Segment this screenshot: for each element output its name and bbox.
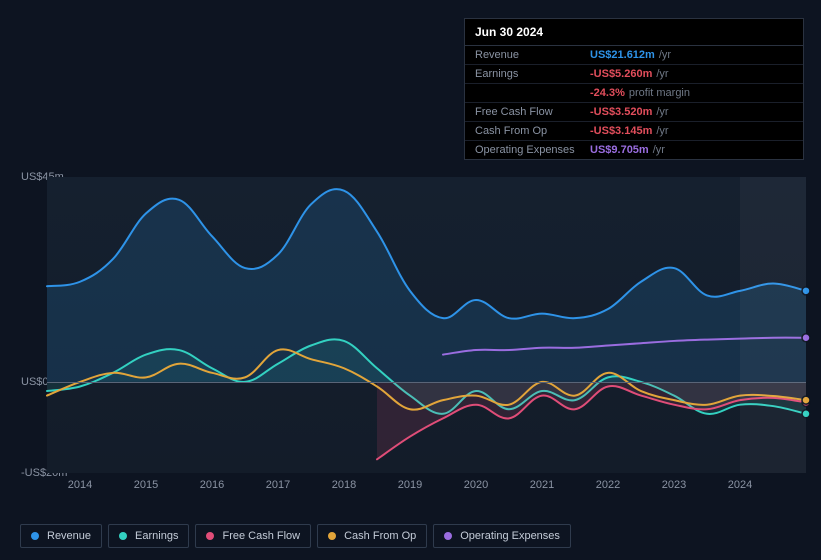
chart-panel: US$45mUS$0-US$20m 2014201520162017201820… xyxy=(18,155,806,505)
x-tick-label: 2024 xyxy=(728,479,752,491)
tooltip-row-value: US$9.705m/yr xyxy=(590,144,793,156)
tooltip-row: Earnings-US$5.260m/yr xyxy=(465,65,803,84)
plot-area[interactable] xyxy=(47,177,806,473)
tooltip-row-label: Earnings xyxy=(475,68,590,80)
legend-swatch xyxy=(119,532,127,540)
legend-label: Earnings xyxy=(135,530,178,542)
tooltip-row-value: -24.3%profit margin xyxy=(590,87,793,99)
legend-swatch xyxy=(206,532,214,540)
highlight-band xyxy=(740,177,806,473)
legend-item-fcf[interactable]: Free Cash Flow xyxy=(195,524,311,548)
chart-svg xyxy=(47,177,806,473)
x-tick-label: 2015 xyxy=(134,479,158,491)
x-tick-label: 2020 xyxy=(464,479,488,491)
x-tick-label: 2022 xyxy=(596,479,620,491)
tooltip-row: Free Cash Flow-US$3.520m/yr xyxy=(465,103,803,122)
tooltip-row-value: -US$5.260m/yr xyxy=(590,68,793,80)
x-axis-labels: 2014 2015 2016 2017 2018 2019 2020 2021 2022 2023… xyxy=(47,479,806,499)
legend-label: Revenue xyxy=(47,530,91,542)
legend-item-opex[interactable]: Operating Expenses xyxy=(433,524,571,548)
tooltip-row-label xyxy=(475,87,590,99)
legend-swatch xyxy=(444,532,452,540)
x-tick-label: 2017 xyxy=(266,479,290,491)
x-tick-label: 2021 xyxy=(530,479,554,491)
legend-swatch xyxy=(31,532,39,540)
x-tick-label: 2018 xyxy=(332,479,356,491)
y-tick-label: US$0 xyxy=(21,376,49,388)
tooltip-row-label: Operating Expenses xyxy=(475,144,590,156)
x-tick-label: 2014 xyxy=(68,479,92,491)
tooltip-row-label: Free Cash Flow xyxy=(475,106,590,118)
legend-label: Free Cash Flow xyxy=(222,530,300,542)
tooltip-row: RevenueUS$21.612m/yr xyxy=(465,46,803,65)
x-tick-label: 2019 xyxy=(398,479,422,491)
x-tick-label: 2016 xyxy=(200,479,224,491)
legend-item-revenue[interactable]: Revenue xyxy=(20,524,102,548)
tooltip-row-value: -US$3.145m/yr xyxy=(590,125,793,137)
tooltip-rows: RevenueUS$21.612m/yrEarnings-US$5.260m/y… xyxy=(465,46,803,159)
legend-item-cfo[interactable]: Cash From Op xyxy=(317,524,427,548)
x-tick-label: 2023 xyxy=(662,479,686,491)
tooltip-row: Cash From Op-US$3.145m/yr xyxy=(465,122,803,141)
legend-item-earnings[interactable]: Earnings xyxy=(108,524,189,548)
tooltip-row-value: US$21.612m/yr xyxy=(590,49,793,61)
tooltip-row-value: -US$3.520m/yr xyxy=(590,106,793,118)
tooltip-row-label: Revenue xyxy=(475,49,590,61)
legend-label: Operating Expenses xyxy=(460,530,560,542)
data-tooltip: Jun 30 2024 RevenueUS$21.612m/yrEarnings… xyxy=(464,18,804,160)
tooltip-row-label: Cash From Op xyxy=(475,125,590,137)
legend-swatch xyxy=(328,532,336,540)
tooltip-row: -24.3%profit margin xyxy=(465,84,803,103)
zero-line xyxy=(47,382,806,383)
tooltip-date: Jun 30 2024 xyxy=(465,19,803,46)
tooltip-row: Operating ExpensesUS$9.705m/yr xyxy=(465,141,803,159)
legend-label: Cash From Op xyxy=(344,530,416,542)
legend: Revenue Earnings Free Cash Flow Cash From O… xyxy=(20,524,571,548)
